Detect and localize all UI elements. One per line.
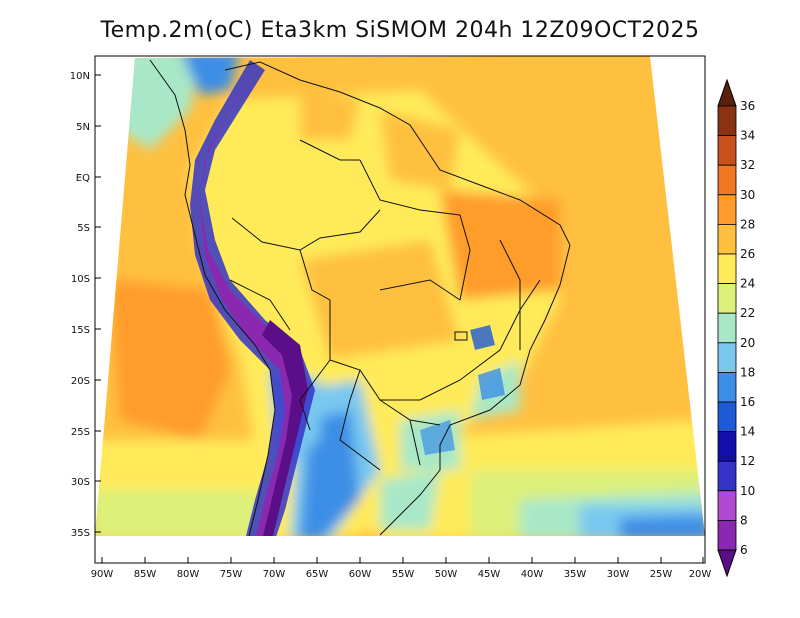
colorbar-swatch	[717, 135, 737, 166]
colorbar-label: 36	[740, 99, 755, 113]
colorbar-swatch	[717, 401, 737, 433]
colorbar-label: 26	[740, 247, 755, 261]
lat-tick-label: 20S	[71, 376, 90, 387]
colorbar-label: 10	[740, 484, 755, 498]
colorbar-swatch	[717, 283, 737, 314]
colorbar-label: 34	[740, 129, 755, 143]
colorbar-label: 14	[740, 425, 755, 439]
lat-tick-label: 35S	[71, 528, 90, 539]
coastlines-and-borders	[149, 59, 571, 536]
lon-tick-label: 65W	[306, 569, 329, 580]
colorbar-label: 20	[740, 336, 755, 350]
lat-tick-label: 10N	[70, 71, 90, 82]
colorbar-swatch	[717, 223, 737, 255]
colorbar-label: 30	[740, 188, 755, 202]
lon-tick-label: 45W	[478, 569, 501, 580]
lon-tick-label: 35W	[564, 569, 587, 580]
map-frame	[94, 55, 706, 564]
lon-tick-label: 75W	[220, 569, 243, 580]
colorbar-label: 12	[740, 454, 755, 468]
colorbar-label: 6	[740, 543, 748, 557]
lat-tick-label: 5N	[76, 122, 90, 133]
lon-tick-label: 80W	[177, 569, 200, 580]
lat-tick-label: EQ	[76, 173, 90, 184]
colorbar: 6 8 10 12 14 16 18 20 22 24 26 28 30 32 34 36	[717, 78, 755, 578]
lon-tick-label: 55W	[392, 569, 415, 580]
lat-tick-label: 5S	[77, 223, 90, 234]
lat-tick-label: 10S	[71, 274, 90, 285]
colorbar-swatch	[717, 460, 737, 492]
colorbar-label: 8	[740, 513, 748, 527]
colorbar-swatch	[717, 164, 737, 196]
colorbar-swatch	[717, 312, 737, 344]
temperature-field	[95, 56, 705, 536]
colorbar-swatch	[717, 371, 737, 403]
lon-tick-label: 50W	[435, 569, 458, 580]
lon-tick-label: 20W	[689, 569, 712, 580]
colorbar-max-triangle	[717, 78, 737, 107]
colorbar-label: 32	[740, 158, 755, 172]
colorbar-swatch	[717, 253, 737, 285]
colorbar-label: 24	[740, 277, 755, 291]
latitude-axis: 10N 5N EQ 5S 10S 15S 20S 25S 30S 35S	[70, 71, 101, 539]
colorbar-label: 22	[740, 306, 755, 320]
colorbar-swatch	[717, 342, 737, 373]
colorbar-swatch	[717, 520, 737, 551]
colorbar-swatch	[717, 490, 737, 521]
colorbar-swatch	[717, 105, 737, 137]
colorbar-min-triangle	[717, 549, 737, 578]
lat-tick-label: 30S	[71, 477, 90, 488]
lon-tick-label: 40W	[521, 569, 544, 580]
colorbar-label: 28	[740, 217, 755, 231]
lon-tick-label: 60W	[349, 569, 372, 580]
colorbar-label: 16	[740, 395, 755, 409]
lat-tick-label: 25S	[71, 427, 90, 438]
lon-tick-label: 90W	[91, 569, 114, 580]
map-title: Temp.2m(oC) Eta3km SiSMOM 204h 12Z09OCT2…	[100, 18, 700, 43]
lon-tick-label: 30W	[607, 569, 630, 580]
lon-tick-label: 85W	[134, 569, 157, 580]
lon-tick-label: 25W	[650, 569, 673, 580]
lat-tick-label: 15S	[71, 325, 90, 336]
longitude-axis: 90W 85W 80W 75W 70W 65W 60W 55W 50W 45W …	[91, 557, 712, 580]
colorbar-swatch	[717, 194, 737, 225]
lon-tick-label: 70W	[263, 569, 286, 580]
colorbar-swatch	[717, 431, 737, 462]
colorbar-label: 18	[740, 365, 755, 379]
